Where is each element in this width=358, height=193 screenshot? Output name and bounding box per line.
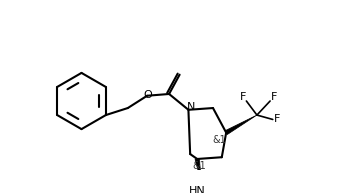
- Polygon shape: [225, 115, 257, 135]
- Text: &1: &1: [192, 161, 206, 171]
- Text: F: F: [274, 114, 280, 124]
- Text: N: N: [187, 102, 195, 112]
- Text: &1: &1: [212, 135, 226, 145]
- Polygon shape: [195, 159, 202, 184]
- Text: O: O: [144, 90, 153, 100]
- Text: HN: HN: [189, 186, 205, 193]
- Text: F: F: [240, 92, 246, 102]
- Text: F: F: [270, 92, 277, 102]
